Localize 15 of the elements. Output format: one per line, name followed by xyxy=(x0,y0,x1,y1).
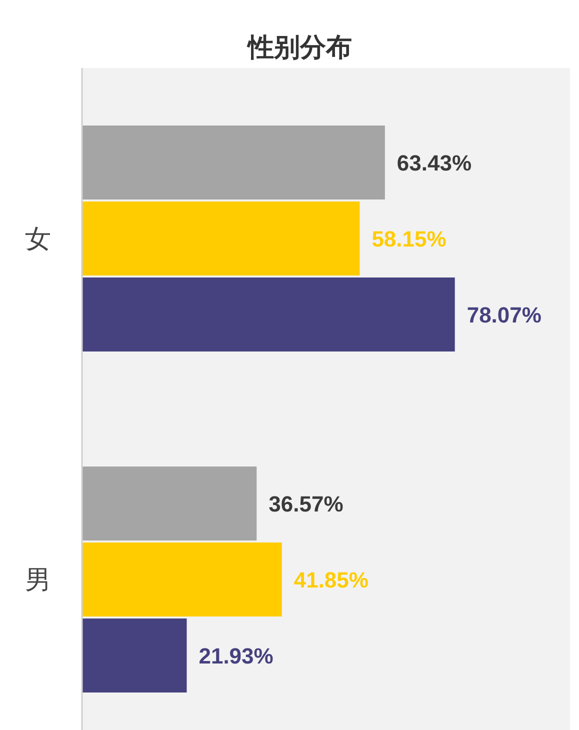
bar xyxy=(82,466,257,540)
bar xyxy=(82,278,455,352)
data-label: 63.43% xyxy=(396,150,472,176)
bar xyxy=(82,202,360,276)
chart-title: 性别分布 xyxy=(246,32,352,62)
data-label: 36.57% xyxy=(268,492,344,516)
bar xyxy=(82,126,385,200)
bar xyxy=(82,618,187,692)
y-tick-label: 女 xyxy=(25,224,51,254)
data-label: 58.15% xyxy=(372,226,446,252)
bar xyxy=(82,542,282,616)
data-label: 21.93% xyxy=(198,644,274,668)
data-label: 41.85% xyxy=(294,568,368,592)
y-tick-label: 男 xyxy=(25,564,51,594)
data-label: 78.07% xyxy=(466,302,542,328)
